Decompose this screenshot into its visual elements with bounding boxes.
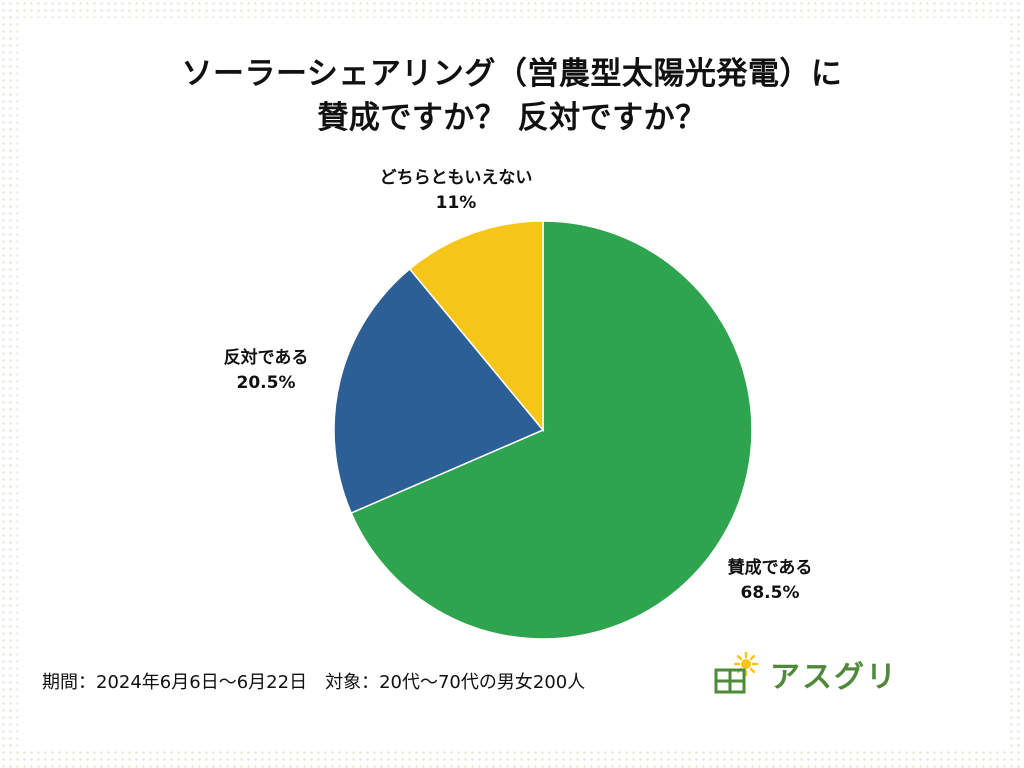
solar-panel-sun-icon [714, 652, 759, 694]
brand-logo: アスグリ [712, 652, 898, 696]
survey-period-note: 期間：2024年6月6日～6月22日 対象：20代～70代の男女200人 [42, 672, 586, 693]
slice-label-neutral: どちらともいえない 11% [380, 166, 533, 216]
slice-label-neutral-value: 11% [435, 193, 477, 213]
chart-title: ソーラーシェアリング（営農型太陽光発電）に 賛成ですか？ 反対ですか？ [0, 52, 1024, 140]
chart-title-line-1: ソーラーシェアリング（営農型太陽光発電）に [181, 56, 843, 92]
slice-label-neutral-name: どちらともいえない [379, 168, 533, 188]
sun-ray [736, 654, 743, 661]
slice-label-disagree-name: 反対である [223, 348, 309, 368]
brand-logo-text: アスグリ [770, 660, 898, 695]
slice-label-agree: 賛成である 68.5% [728, 556, 813, 606]
sun-core [741, 659, 751, 669]
chart-title-line-2: 賛成ですか？ 反対ですか？ [317, 100, 707, 136]
slice-label-agree-value: 68.5% [740, 583, 800, 603]
pie-slice-agree [350, 220, 753, 640]
pie-slice-neutral [408, 220, 544, 433]
sun-ray [749, 654, 756, 661]
slice-label-disagree-value: 20.5% [236, 373, 296, 393]
pie-slice-disagree [333, 267, 545, 514]
slice-label-disagree: 反対である 20.5% [224, 346, 309, 396]
sun-ray [749, 667, 756, 674]
slice-label-agree-name: 賛成である [727, 558, 813, 578]
